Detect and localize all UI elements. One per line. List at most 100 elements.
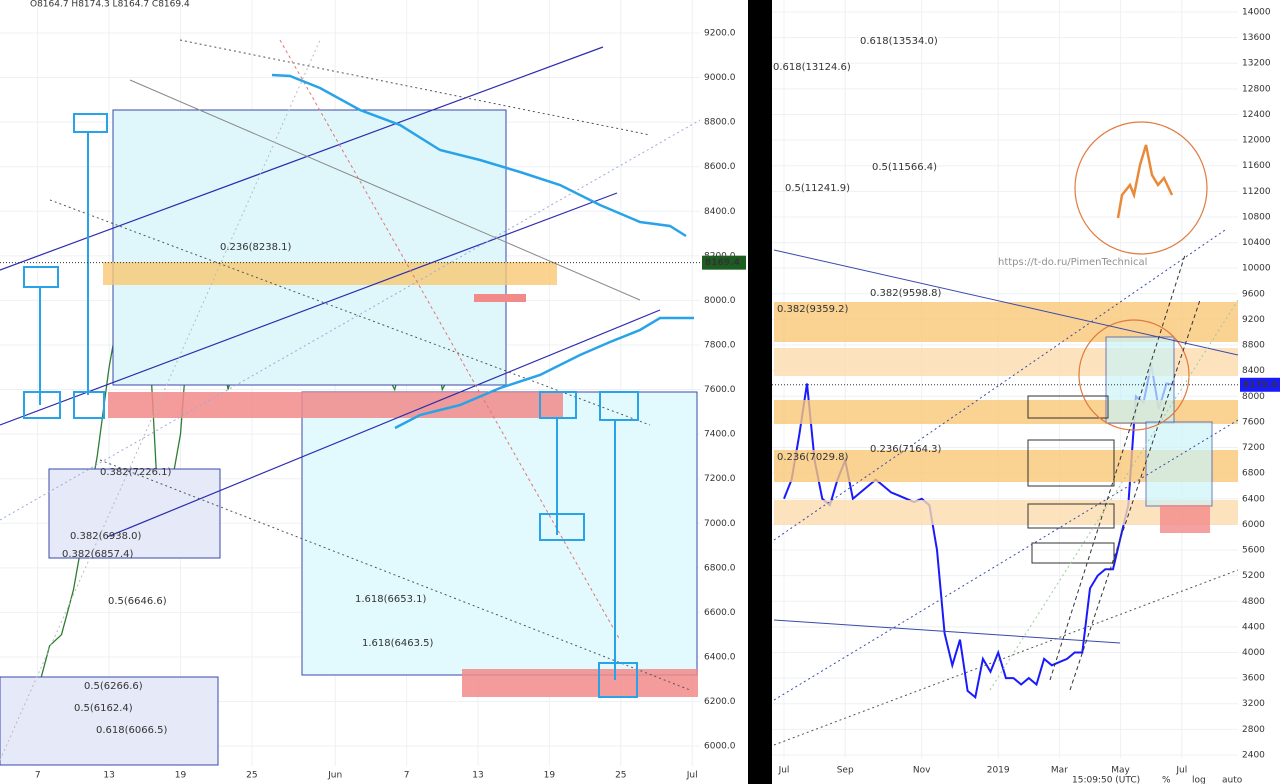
x-tick-label: 25 (615, 771, 626, 781)
control[interactable]: % (1162, 776, 1171, 784)
y-tick-label: 6600.0 (704, 608, 736, 618)
fib-label: 0.382(6857.4) (62, 549, 134, 560)
y-tick-label: 14000 (1242, 7, 1271, 17)
watermark: https://t-do.ru/PimenTechnical (998, 257, 1147, 268)
fib-label: 0.618(13124.6) (773, 62, 851, 73)
ohlc-header: O8164.7 H8174.3 L8164.7 C8169.4 (30, 0, 190, 10)
y-tick-label: 13600 (1242, 33, 1271, 43)
x-tick-label: 25 (246, 771, 257, 781)
x-tick-label: Nov (913, 766, 931, 776)
y-tick-label: 6000.0 (704, 742, 736, 752)
y-tick-label: 7200.0 (704, 474, 736, 484)
last-price-box (702, 255, 746, 270)
projection-label: 1.618(6653.1) (355, 594, 427, 605)
x-tick-label: 2019 (987, 766, 1010, 776)
last-price-box (1240, 377, 1280, 392)
y-tick-label: 6800.0 (704, 563, 736, 573)
y-tick-label: 9200.0 (704, 28, 736, 38)
y-tick-label: 8600.0 (704, 162, 736, 172)
y-tick-label: 7200 (1242, 443, 1265, 453)
fib-label: 0.5(11241.9) (785, 183, 850, 194)
y-tick-label: 4400 (1242, 622, 1265, 632)
y-tick-label: 10000 (1242, 264, 1271, 274)
fib-label: 0.382(7226.1) (100, 467, 172, 478)
y-tick-label: 6400 (1242, 494, 1265, 504)
y-tick-label: 8400.0 (704, 207, 736, 217)
x-tick-label: Mar (1051, 766, 1068, 776)
last-price-label: 8179.9 (1243, 380, 1278, 390)
x-tick-label: Sep (837, 766, 854, 776)
y-tick-label: 12400 (1242, 110, 1271, 120)
x-tick-label: 19 (544, 771, 556, 781)
y-tick-label: 9600 (1242, 289, 1265, 299)
x-tick-label: 13 (472, 771, 483, 781)
x-tick-label: 19 (175, 771, 187, 781)
drawings-right (773, 121, 1238, 746)
fib-label: 0.618(6066.5) (96, 725, 168, 736)
y-tick-label: 6800 (1242, 469, 1265, 479)
x-tick-label: 13 (103, 771, 114, 781)
x-tick-label: Jul (686, 771, 698, 781)
y-tick-label: 7600 (1242, 417, 1265, 427)
y-axis-right (1238, 0, 1280, 784)
fib-label: 0.5(11566.4) (872, 162, 937, 173)
y-tick-label: 2800 (1242, 725, 1265, 735)
y-axis-left (700, 0, 748, 784)
y-tick-label: 10400 (1242, 238, 1271, 248)
y-tick-label: 5200 (1242, 571, 1265, 581)
last-price-label: 8169.4 (705, 258, 740, 268)
y-tick-label: 13200 (1242, 59, 1271, 69)
y-tick-label: 11200 (1242, 187, 1271, 197)
y-tick-label: 6400.0 (704, 652, 736, 662)
fib-label: 0.5(6162.4) (74, 703, 133, 714)
x-tick-label: Jun (327, 771, 342, 781)
fib-label: 0.382(9359.2) (777, 304, 849, 315)
x-axis-right (772, 758, 1280, 784)
y-tick-label: 8000.0 (704, 296, 736, 306)
y-tick-label: 8800 (1242, 341, 1265, 351)
y-tick-label: 3600 (1242, 674, 1265, 684)
fib-label: 0.236(7029.8) (777, 452, 849, 463)
y-tick-label: 4000 (1242, 648, 1265, 658)
fib-label: 0.618(13534.0) (860, 36, 938, 47)
fib-label: 0.382(9598.8) (870, 288, 942, 299)
y-tick-label: 10800 (1242, 212, 1271, 222)
x-tick-label: May (1111, 766, 1130, 776)
fib-label: 0.236(8238.1) (220, 242, 292, 253)
y-tick-label: 9200 (1242, 315, 1265, 325)
y-tick-label: 9000.0 (704, 73, 736, 83)
control[interactable]: log (1192, 776, 1206, 784)
y-tick-label: 8400 (1242, 366, 1265, 376)
y-tick-label: 3200 (1242, 699, 1265, 709)
y-tick-label: 12800 (1242, 84, 1271, 94)
control[interactable]: auto (1222, 776, 1243, 784)
y-tick-label: 6200.0 (704, 697, 736, 707)
y-tick-label: 7400.0 (704, 430, 736, 440)
y-tick-label: 2400 (1242, 750, 1265, 760)
clock: 15:09:50 (UTC) (1072, 776, 1140, 784)
y-tick-label: 7000.0 (704, 519, 736, 529)
fib-label: 0.236(7164.3) (870, 444, 942, 455)
y-tick-label: 5600 (1242, 546, 1265, 556)
x-tick-label: 7 (35, 771, 41, 781)
fib-label: 0.5(6266.6) (84, 681, 143, 692)
x-tick-label: Jul (778, 766, 790, 776)
projection-label: 1.618(6463.5) (362, 638, 434, 649)
y-tick-label: 12000 (1242, 136, 1271, 146)
y-tick-label: 8800.0 (704, 118, 736, 128)
drawings-left (0, 39, 700, 766)
y-tick-label: 11600 (1242, 161, 1271, 171)
y-tick-label: 7800.0 (704, 340, 736, 350)
x-tick-label: Jul (1175, 766, 1187, 776)
fib-label: 0.5(6646.6) (108, 596, 167, 607)
fib-label: 0.382(6938.0) (70, 531, 142, 542)
y-tick-label: 8000 (1242, 392, 1265, 402)
y-tick-label: 4800 (1242, 597, 1265, 607)
y-tick-label: 7600.0 (704, 385, 736, 395)
divider (748, 0, 772, 784)
y-tick-label: 6000 (1242, 520, 1265, 530)
x-tick-label: 7 (404, 771, 410, 781)
x-axis-left (0, 766, 748, 784)
